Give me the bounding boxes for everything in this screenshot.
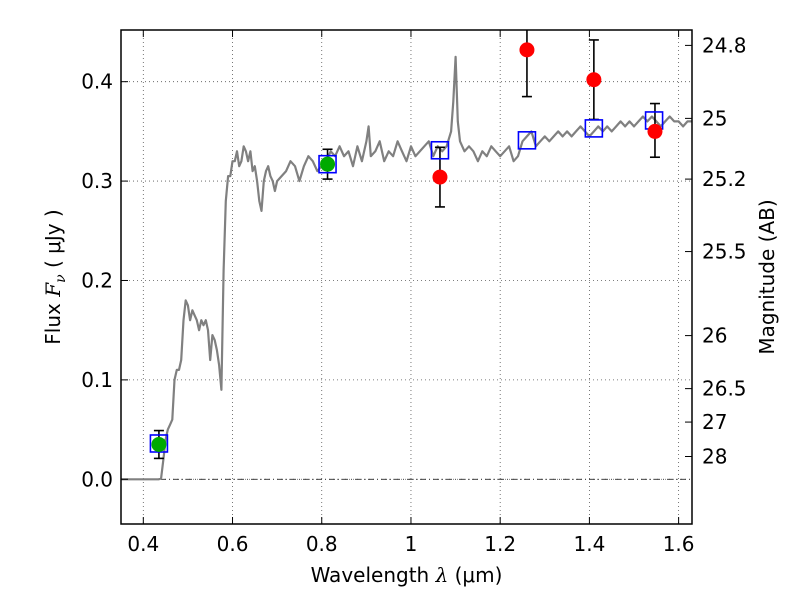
x-axis-label-unit: (μm) [448,563,502,587]
x-tick-label: 0.8 [306,532,338,556]
model-square-marker [318,154,337,174]
y-axis-label-subscript: ν [53,274,69,283]
y-tick-label: 0.2 [81,268,113,292]
y-axis-label-symbol: F [41,282,65,298]
right-tick-label: 28 [702,445,727,469]
green-point [151,436,167,452]
x-tick-label: 1 [405,532,418,556]
model-spectrum-line [121,55,692,481]
y-tick-label: 0.3 [81,169,113,193]
red-point [519,42,535,58]
red-point [647,123,663,139]
y-axis-label-unit: ( μJy ) [41,209,65,274]
right-tick-label: 24.8 [702,33,747,57]
x-axis-label: Wavelength λ (μm) [311,563,503,587]
y-tick-label: 0.4 [81,70,113,94]
green-point [320,156,336,172]
ticks: 0.4 0.6 0.8 1 1.2 1.4 1.6 0.0 0.1 0.2 0.3 0.4 24.8 25… [81,30,747,556]
right-tick-label: 26.5 [702,377,747,401]
model-spectrum [121,55,692,481]
x-tick-label: 0.6 [217,532,249,556]
model-square-marker [149,434,169,453]
red-point [432,169,448,185]
right-tick-label: 25.2 [702,167,747,191]
right-tick-label: 25 [702,106,727,130]
right-axis-label: Magnitude (AB) [755,199,779,354]
plot-background [121,30,692,524]
y-axis-label: Flux Fν ( μJy ) [41,209,69,344]
x-tick-label: 1.2 [484,532,516,556]
x-tick-label: 0.4 [127,532,159,556]
x-tick-label: 1.6 [663,532,695,556]
x-axis-label-text: Wavelength [311,563,436,587]
y-axis-label-text: Flux [41,297,65,345]
model-square-marker [430,140,450,160]
right-tick-label: 26 [702,324,727,348]
model-square-marker [517,131,537,150]
x-axis-label-symbol: λ [435,563,449,587]
x-tick-label: 1.4 [573,532,605,556]
red-point [586,72,602,88]
plot-frame [120,29,693,525]
model-square-marker [584,119,604,138]
right-tick-label: 25.5 [702,240,747,264]
right-tick-label: 27 [702,410,727,434]
y-tick-label: 0.1 [81,368,113,392]
data-markers [149,42,664,453]
y-tick-label: 0.0 [81,467,113,491]
